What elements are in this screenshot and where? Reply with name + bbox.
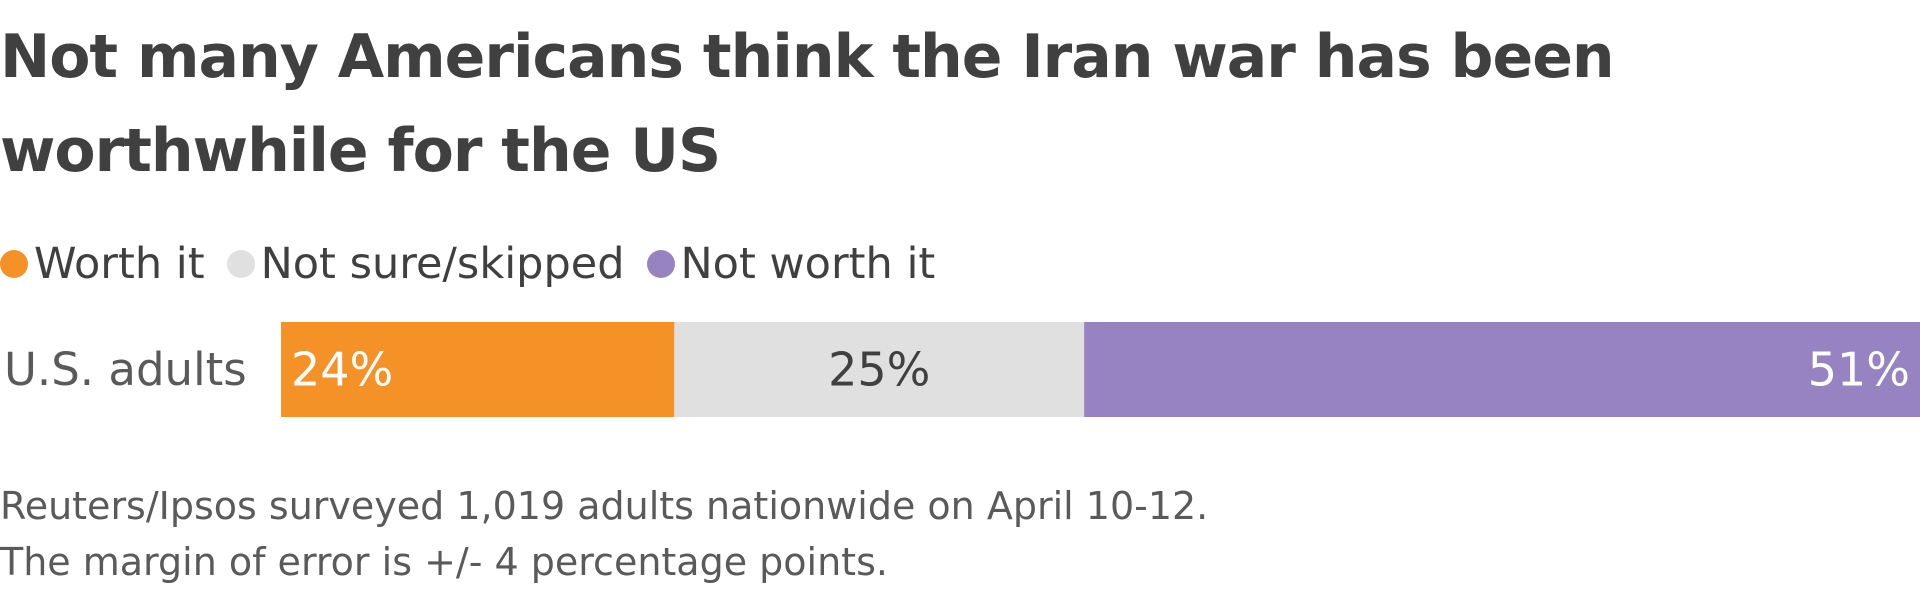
legend-swatch-not-sure bbox=[226, 250, 255, 278]
source-note-line-2: The margin of error is +/- 4 percentage … bbox=[0, 540, 888, 584]
source-note-line-1: Reuters/Ipsos surveyed 1,019 adults nati… bbox=[0, 484, 1209, 528]
legend-item-not-worth-it: Not worth it bbox=[646, 239, 936, 289]
stacked-bar-chart: 24% 25% 51% bbox=[281, 322, 1920, 417]
source-note: Reuters/Ipsos surveyed 1,019 adults nati… bbox=[0, 478, 1208, 590]
data-label-not-worth-it: 51% bbox=[1808, 343, 1910, 397]
legend-item-worth-it: Worth it bbox=[0, 239, 205, 289]
bar-segment-not-sure bbox=[674, 322, 1085, 417]
legend: Worth it Not sure/skipped Not worth it bbox=[0, 234, 957, 294]
legend-label-not-worth-it: Not worth it bbox=[680, 239, 936, 289]
bar-row-us-adults: U.S. adults 24% 25% 51% bbox=[0, 322, 1920, 417]
legend-label-worth-it: Worth it bbox=[34, 239, 205, 289]
category-label-us-adults: U.S. adults bbox=[4, 343, 247, 396]
legend-label-not-sure: Not sure/skipped bbox=[260, 239, 625, 289]
bar-segment-not-worth-it bbox=[1084, 322, 1920, 417]
chart-title: Not many Americans think the Iran war ha… bbox=[0, 22, 1615, 186]
legend-swatch-worth-it bbox=[0, 250, 28, 278]
bar-segment-worth-it bbox=[281, 322, 675, 417]
data-label-worth-it: 24% bbox=[291, 343, 393, 397]
data-label-not-sure: 25% bbox=[828, 343, 930, 397]
legend-item-not-sure: Not sure/skipped bbox=[226, 239, 625, 289]
legend-swatch-not-worth-it bbox=[646, 250, 675, 278]
